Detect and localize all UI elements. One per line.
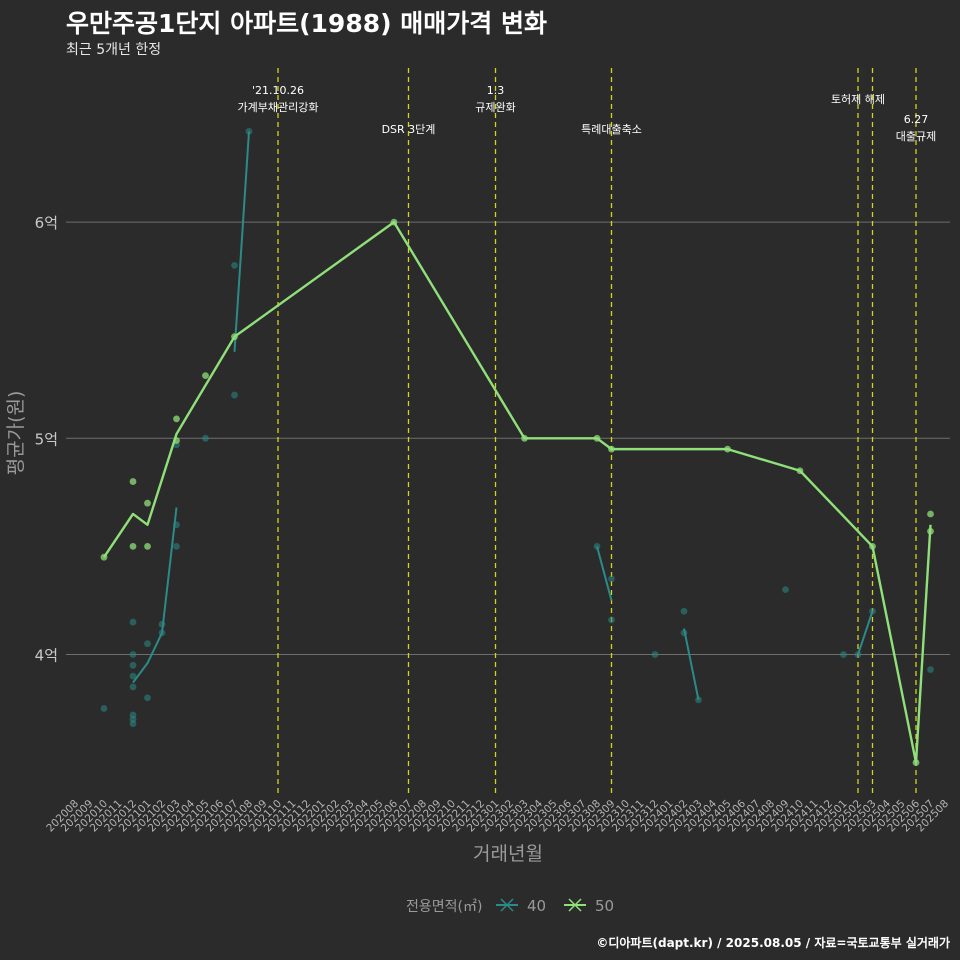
data-point (927, 510, 934, 518)
data-point (129, 661, 137, 669)
data-point (840, 651, 847, 658)
data-point (231, 391, 238, 399)
data-point (173, 542, 180, 550)
data-point (608, 575, 615, 583)
data-point (782, 586, 789, 594)
series-layer (100, 127, 934, 766)
event-label: 특례대출축소 (581, 123, 642, 136)
series-50 (100, 218, 934, 766)
event-label: DSR 3단계 (382, 123, 436, 136)
event-label: '21.10.26 (252, 84, 304, 97)
data-point (202, 434, 209, 442)
legend-key-mark (500, 898, 514, 912)
series-line (233, 131, 250, 352)
event-label: 대출규제 (896, 130, 936, 143)
data-point (129, 711, 137, 719)
chart-subtitle: 최근 5개년 한정 (66, 42, 162, 58)
chart-title: 우만주공1단지 아파트(1988) 매매가격 변화 (66, 9, 547, 38)
data-point (144, 640, 151, 648)
event-label: 규제완화 (475, 101, 515, 114)
data-point (100, 705, 108, 712)
series-40 (100, 127, 934, 728)
data-point (129, 672, 137, 680)
legend-key-mark (568, 898, 582, 912)
y-tick-label: 5억 (35, 430, 58, 448)
data-point (129, 683, 137, 691)
y-axis-ticks: 4억 5억 6억 (35, 214, 58, 664)
series-line (132, 507, 178, 684)
data-point (129, 542, 137, 550)
y-tick-label: 6억 (35, 214, 58, 232)
legend-title: 전용면적(㎡) (406, 899, 482, 915)
data-point (173, 415, 180, 423)
grid-lines (66, 221, 950, 655)
data-point (144, 542, 151, 550)
data-point (144, 694, 151, 702)
series-line (103, 220, 932, 764)
data-point (129, 651, 137, 658)
data-point (129, 618, 137, 626)
data-point (608, 616, 615, 624)
series-line (857, 610, 874, 655)
series-line (683, 628, 700, 701)
data-point (144, 499, 151, 507)
data-point (202, 372, 209, 380)
data-point (927, 666, 934, 674)
legend: 전용면적(㎡) 40 50 (406, 897, 614, 915)
y-axis-label: 평균가(원) (5, 391, 27, 476)
legend-label: 50 (595, 897, 614, 915)
series-line (596, 546, 613, 601)
event-label: 6.27 (904, 113, 929, 126)
data-point (231, 261, 238, 269)
x-axis-label: 거래년월 (473, 843, 543, 865)
y-tick-label: 4억 (35, 646, 58, 664)
data-point (680, 607, 688, 615)
data-point (651, 651, 659, 658)
event-label: 가계부채관리강화 (238, 101, 319, 114)
data-point (593, 542, 601, 550)
event-label: 1.3 (487, 84, 505, 97)
event-label: 토허제 해제 (831, 92, 885, 106)
source-caption: ©디아파트(dapt.kr) / 2025.08.05 / 자료=국토교통부 실… (596, 936, 950, 950)
legend-label: 40 (527, 897, 546, 915)
data-point (129, 478, 137, 485)
x-axis-ticks: 2020082020092020102020112020122021012021… (44, 797, 951, 834)
